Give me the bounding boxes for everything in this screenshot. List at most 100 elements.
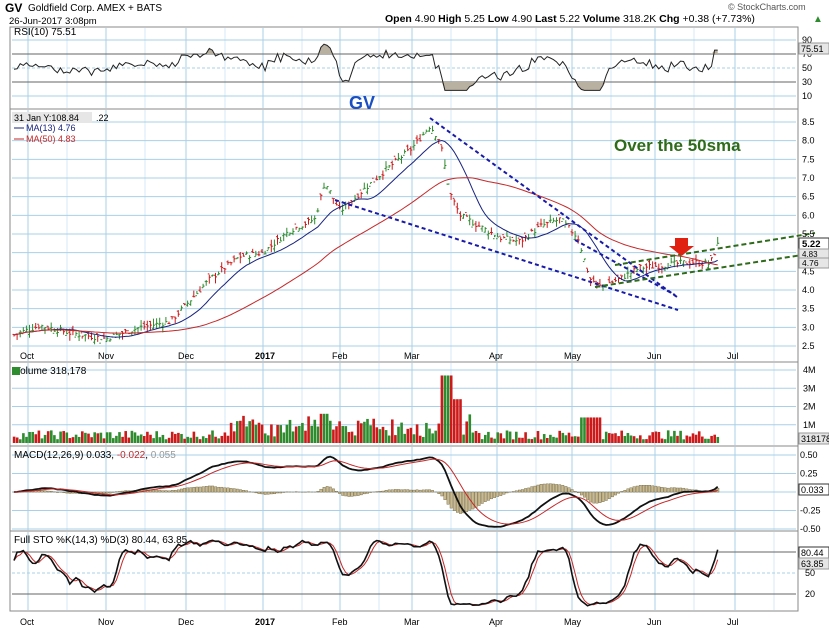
volume-bar [65,432,69,443]
macd-histogram-bar [332,488,335,493]
volume-bar [118,432,121,443]
info-box [12,112,92,123]
watermark: © StockCharts.com [728,2,806,12]
macd-histogram-bar [446,491,450,505]
macd-histogram-bar [425,489,428,493]
macd-histogram-bar [335,491,338,493]
volume-bar [108,432,112,443]
macd-histogram-bar [226,487,230,493]
macd-histogram-bar [167,490,171,493]
macd-histogram-bar [229,488,233,493]
volume-bar [496,432,499,443]
macd-histogram-bar [490,491,493,500]
volume-panel-frame [9,361,799,447]
macd-histogram-bar [400,489,403,493]
volume-bar [530,439,534,443]
volume-bar [174,433,177,443]
volume-bar [400,422,403,443]
macd-histogram-bar [552,483,555,493]
volume-bar [471,432,475,443]
macd-histogram-bar [604,491,608,501]
volume-bar [363,421,366,443]
macd-histogram-bar [319,488,323,493]
volume-bar [611,433,614,443]
macd-histogram-bar [623,490,627,493]
volume-bar [276,424,279,443]
macd-histogram-bar [660,487,664,493]
volume-bar [660,438,664,443]
volume-bar [12,436,16,443]
macd-histogram-bar [170,490,174,493]
sto-tick-label: 20 [805,589,815,599]
month-label: Apr [489,351,503,361]
volume-bar [239,420,242,443]
macd-histogram-bar [235,488,239,493]
ma50-value-tag-text: 4.83 [802,250,818,259]
macd-histogram-bar [561,485,565,493]
volume-value-tag [798,432,829,445]
volume-bar [592,417,596,443]
macd-histogram-bar [176,489,180,493]
sto-x-axis: Oct Nov Dec 2017 Feb Mar Apr May Jun Jul [20,617,739,627]
volume-bar [319,413,323,443]
volume-bar [56,439,59,443]
macd-histogram-bar [198,486,202,493]
volume-bar [310,425,313,443]
macd-histogram-bar [121,490,125,493]
volume-bar [539,439,543,443]
macd-histogram-bar [645,485,648,493]
volume-bar [688,436,692,443]
volume-bar [629,435,633,443]
volume-bar [651,432,654,443]
macd-histogram-bar [657,486,661,493]
month-label: Feb [332,617,348,627]
macd-histogram-bar [195,486,199,493]
macd-histogram-bar [270,491,273,495]
volume-bar [542,434,546,443]
price-tick-label: 3.5 [802,304,815,314]
volume-bar [691,433,695,443]
volume-bar [291,431,295,443]
month-label: Jun [647,617,662,627]
macd-histogram-bar [635,485,639,493]
volume-bar [564,435,568,443]
volume-bar [143,436,146,443]
volume-bar [673,430,676,443]
macd-histogram-bar [49,490,53,493]
volume-bar [403,433,406,443]
sto-d-tag-text: 63.85 [801,559,824,569]
volume-bar [670,436,673,443]
macd-histogram-bar [363,491,366,495]
volume-bar [561,432,565,443]
volume-bar [459,399,462,443]
macd-histogram-bar [257,491,261,494]
macd-histogram-bar [350,491,354,497]
month-label: Apr [489,617,503,627]
price-tick-label: 6.0 [802,210,815,220]
macd-histogram-bar [511,491,515,493]
volume-bar [102,438,106,443]
macd-histogram-bar [62,491,66,493]
volume-panel: Volume 318,178 4M 3M 2M 1M 318178 [12,365,829,445]
macd-histogram-bar [164,490,168,493]
volume-bar [130,430,134,443]
volume-bar [282,432,286,443]
volume-bar [521,437,524,443]
volume-bar [446,375,450,443]
macd-histogram-bar [493,491,496,498]
macd-histogram-bar [387,489,391,493]
macd-histogram-bar [536,484,540,493]
volume-bar [338,421,341,443]
macd-histogram-bar [654,485,658,493]
volume-y-axis: 4M 3M 2M 1M [803,365,816,430]
macd-histogram-bar [260,491,264,495]
volume-bar [713,434,716,443]
volume-bar [279,425,282,443]
volume-bar [449,375,453,443]
chart-date: 26-Jun-2017 3:08pm [9,16,97,27]
volume-bar [19,439,22,443]
macd-histogram-bar [549,483,552,493]
macd-histogram-bar [46,490,50,493]
ticker-annotation: GV [349,93,375,113]
volume-bar [422,436,425,443]
